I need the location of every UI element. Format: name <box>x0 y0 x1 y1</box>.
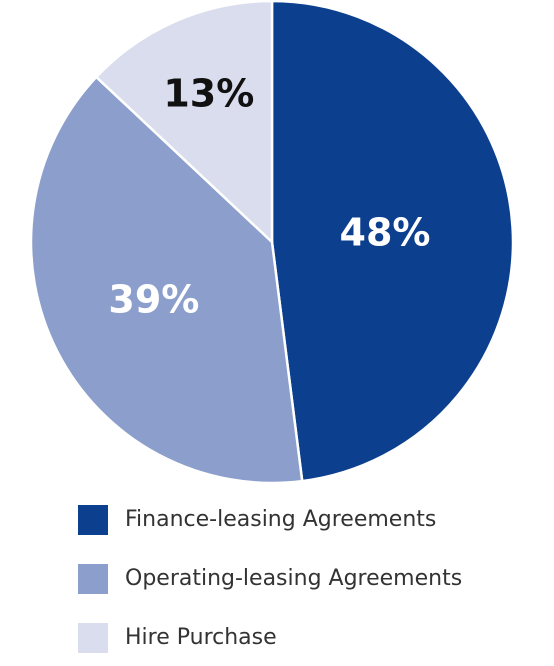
legend-swatch <box>78 623 108 653</box>
pie-slice <box>270 0 515 483</box>
legend-label: Operating-leasing Agreements <box>125 566 462 591</box>
value-label: 48% <box>340 210 431 254</box>
value-label: 13% <box>163 72 254 116</box>
legend-label: Finance-leasing Agreements <box>125 507 436 532</box>
legend-label: Hire Purchase <box>125 625 277 650</box>
value-label: 39% <box>108 278 199 322</box>
legend-swatch <box>78 564 108 594</box>
pie-slice <box>29 75 304 485</box>
legend-swatch <box>78 505 108 535</box>
pie-slice <box>94 0 274 245</box>
